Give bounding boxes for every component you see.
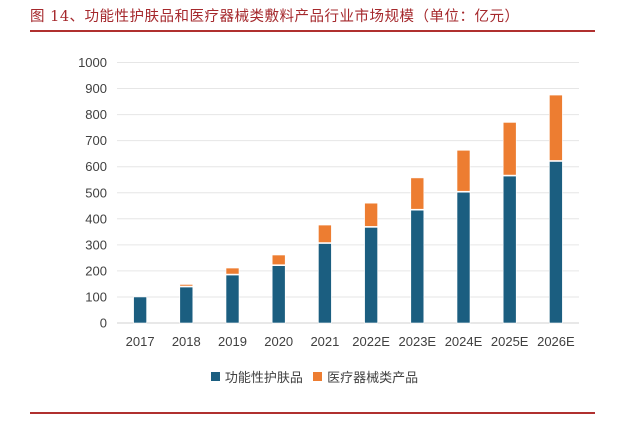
legend: 功能性护肤品 医疗器械类产品 [0, 367, 629, 386]
cropped-source-text [30, 426, 350, 430]
bar-medical-2025E [502, 122, 517, 176]
y-tick-label: 800 [85, 107, 107, 122]
y-tick-label: 300 [85, 237, 107, 252]
x-axis: 2017 2018 2019 2020 2021 2022E 2023E 2024E 2025E… [126, 334, 575, 349]
x-tick-label: 2022E [352, 334, 390, 349]
bar-medical-2021 [318, 224, 332, 243]
bar-medical-2020 [271, 254, 286, 265]
y-tick-label: 100 [85, 289, 107, 304]
bar-skincare-2023E [410, 209, 425, 324]
y-tick-label: 0 [100, 316, 107, 331]
legend-label-medical: 医疗器械类产品 [327, 371, 419, 386]
bar-skincare-2021 [318, 243, 332, 324]
x-tick-label: 2020 [264, 334, 293, 349]
y-tick-label: 500 [85, 185, 107, 200]
legend-label-skincare: 功能性护肤品 [224, 371, 303, 386]
bars [133, 94, 563, 324]
x-tick-label: 2025E [491, 334, 529, 349]
x-tick-label: 2019 [218, 334, 247, 349]
x-tick-label: 2024E [445, 334, 483, 349]
footer-divider [30, 412, 595, 414]
y-tick-label: 900 [85, 81, 107, 96]
x-tick-label: 2018 [172, 334, 201, 349]
bar-skincare-2017 [133, 296, 147, 324]
y-tick-label: 600 [85, 159, 107, 174]
bar-skincare-2020 [271, 265, 286, 324]
x-tick-label: 2023E [399, 334, 437, 349]
bar-medical-2022E [364, 202, 378, 227]
y-tick-label: 200 [85, 263, 107, 278]
bar-medical-2023E [410, 177, 425, 210]
bar-medical-2018 [179, 284, 194, 287]
gridlines [117, 62, 579, 324]
bar-medical-2019 [225, 267, 240, 275]
y-tick-label: 400 [85, 211, 107, 226]
y-tick-label: 1000 [78, 55, 107, 70]
legend-swatch-skincare [210, 372, 220, 381]
bar-skincare-2025E [502, 175, 517, 324]
bar-medical-2024E [456, 149, 471, 192]
bar-skincare-2024E [456, 191, 471, 324]
legend-item-medical: 医疗器械类产品 [313, 367, 418, 386]
y-axis: 0 100 200 300 400 500 600 700 800 900 1000 [78, 55, 107, 331]
legend-item-skincare: 功能性护肤品 [210, 367, 303, 386]
bar-skincare-2018 [179, 286, 194, 324]
legend-swatch-medical [313, 372, 323, 381]
x-tick-label: 2026E [537, 334, 575, 349]
title-divider [30, 30, 595, 32]
x-tick-label: 2021 [310, 334, 339, 349]
figure-title: 图 14、功能性护肤品和医疗器械类敷料产品行业市场规模（单位：亿元） [30, 9, 520, 25]
bar-skincare-2022E [364, 227, 378, 324]
y-tick-label: 700 [85, 133, 107, 148]
bar-medical-2026E [549, 94, 563, 161]
bar-skincare-2026E [549, 161, 563, 324]
bar-skincare-2019 [225, 274, 240, 324]
x-tick-label: 2017 [126, 334, 155, 349]
